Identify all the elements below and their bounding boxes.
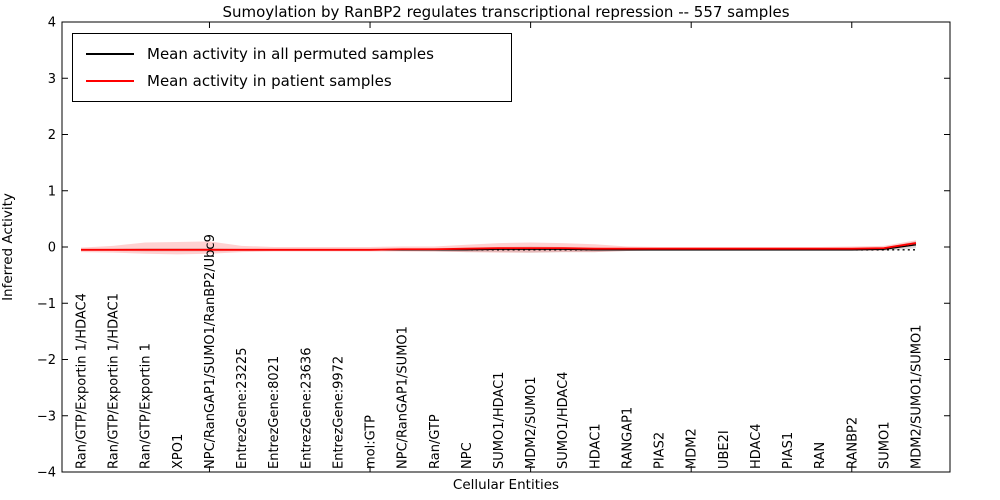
x-tick-label: RAN [813, 442, 828, 469]
legend-line-permuted-icon [86, 52, 134, 55]
x-tick-label: RANBP2 [845, 417, 860, 469]
x-tick-label: EntrezGene:23636 [299, 348, 314, 469]
x-tick-label: HDAC1 [588, 423, 603, 469]
x-tick-label: SUMO1 [877, 422, 892, 470]
x-tick-label: NPC [460, 442, 475, 469]
y-tick-label: 3 [48, 72, 56, 87]
x-tick-label: Ran/GTP/Exportin 1/HDAC4 [75, 293, 90, 469]
x-tick-label: XPO1 [171, 434, 186, 469]
x-axis-label: Cellular Entities [452, 477, 560, 493]
x-tick-label: Ran/GTP/Exportin 1/HDAC1 [107, 293, 122, 469]
x-tick-label: EntrezGene:8021 [267, 356, 282, 469]
x-tick-label: MDM2 [685, 428, 700, 469]
y-tick-label: −1 [37, 297, 56, 312]
x-tick-label: Ran/GTP/Exportin 1 [139, 343, 154, 469]
legend-label-patient: Mean activity in patient samples [147, 71, 392, 90]
x-tick-label: NPC/RanGAP1/SUMO1 [396, 326, 411, 469]
x-tick-label: Ran/GTP [428, 414, 443, 469]
legend-label-permuted: Mean activity in all permuted samples [147, 44, 434, 63]
x-tick-label: UBE2I [717, 430, 732, 469]
y-tick-label: −4 [37, 466, 56, 481]
chart-title: Sumoylation by RanBP2 regulates transcri… [222, 3, 790, 21]
y-tick-label: 1 [48, 184, 56, 199]
series-line-patient [81, 242, 917, 251]
x-tick-label: EntrezGene:9972 [331, 356, 346, 469]
legend-line-patient-icon [86, 79, 134, 82]
y-tick-label: 2 [48, 128, 56, 143]
x-tick-label: SUMO1/HDAC4 [556, 372, 571, 469]
x-tick-label: MDM2/SUMO1/SUMO1 [910, 325, 925, 469]
x-tick-label: PIAS1 [781, 432, 796, 469]
y-tick-label: −2 [37, 353, 56, 368]
x-tick-label: MDM2/SUMO1 [524, 376, 539, 469]
legend: Mean activity in all permuted samples Me… [72, 33, 512, 102]
y-tick-label: −3 [37, 409, 56, 424]
x-tick-label: NPC/RanGAP1/SUMO1/RanBP2/Ubc9 [203, 234, 218, 469]
x-tick-label: HDAC4 [749, 423, 764, 469]
x-tick-label: PIAS2 [653, 432, 668, 469]
x-tick-label: EntrezGene:23225 [235, 348, 250, 469]
legend-item-patient: Mean activity in patient samples [73, 67, 511, 94]
legend-item-permuted: Mean activity in all permuted samples [73, 40, 511, 67]
y-tick-label: 4 [48, 16, 56, 31]
x-tick-label: SUMO1/HDAC1 [492, 372, 507, 469]
x-tick-label: RANGAP1 [620, 407, 635, 469]
y-tick-label: 0 [48, 241, 56, 256]
x-tick-label: mol:GTP [364, 415, 379, 469]
